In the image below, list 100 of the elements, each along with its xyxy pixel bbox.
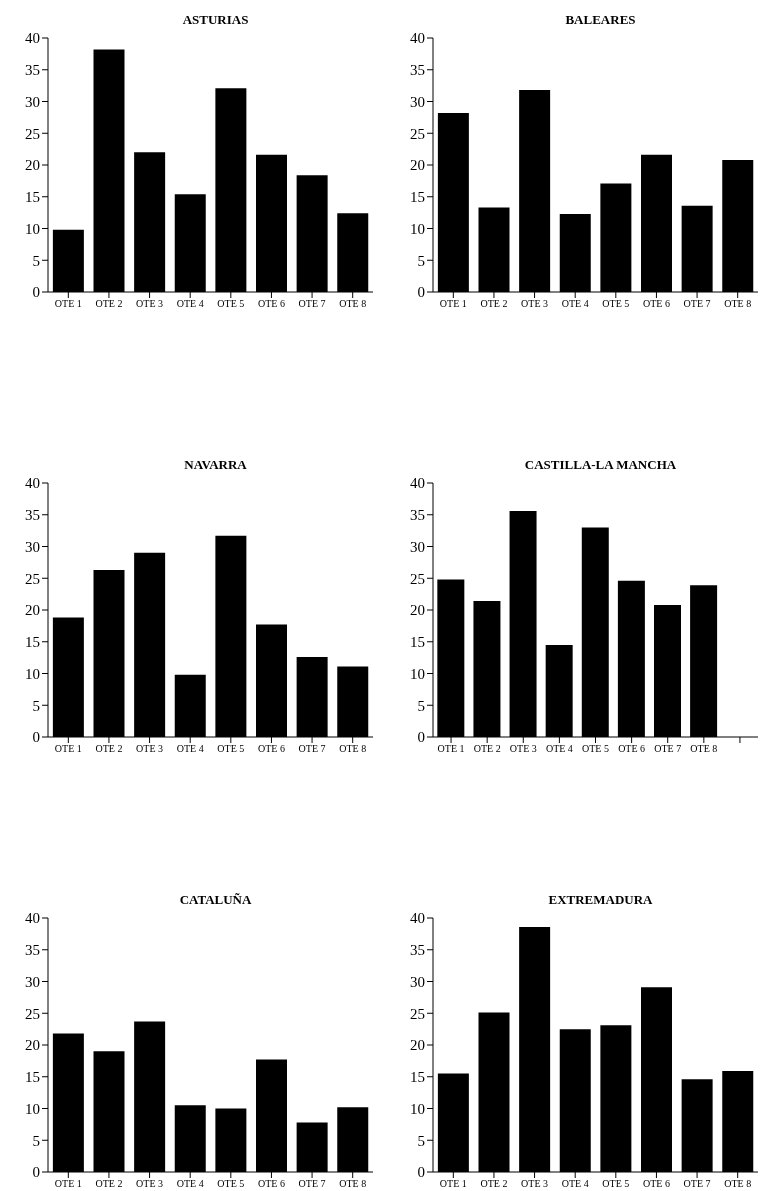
y-tick-label: 20 — [25, 1037, 40, 1054]
x-tick-label: OTE 6 — [618, 743, 646, 755]
x-tick-label: OTE 2 — [95, 298, 123, 310]
x-tick-label: OTE 8 — [724, 1178, 752, 1190]
x-tick-label: OTE 2 — [480, 298, 508, 310]
x-tick-label: OTE 3 — [136, 743, 164, 755]
y-tick-label: 5 — [32, 252, 40, 269]
chart-title: ASTURIAS — [181, 11, 250, 29]
x-tick-label: OTE 7 — [683, 298, 711, 310]
y-tick-label: 30 — [410, 973, 425, 990]
y-tick-label: 35 — [25, 62, 40, 79]
y-tick-label: 30 — [410, 538, 425, 555]
y-tick-label: 15 — [410, 634, 425, 651]
chart-title: BALEARES — [564, 11, 637, 29]
x-tick-label: OTE 1 — [437, 743, 465, 755]
y-tick-label: 35 — [410, 942, 425, 959]
y-tick-label: 20 — [410, 602, 425, 619]
y-tick-label: 15 — [25, 189, 40, 206]
x-tick-label: OTE 5 — [602, 298, 630, 310]
x-tick-label: OTE 8 — [339, 743, 367, 755]
x-tick-label: OTE 3 — [521, 1178, 549, 1190]
y-tick-label: 40 — [410, 910, 425, 927]
x-tick-label: OTE 1 — [54, 298, 82, 310]
x-tick-label: OTE 5 — [582, 743, 609, 755]
y-tick-label: 0 — [32, 284, 40, 301]
x-tick-label: OTE 6 — [642, 1178, 670, 1190]
chart-title: CASTILLA-LA MANCHA — [523, 456, 678, 474]
y-tick-label: 15 — [25, 634, 40, 651]
x-tick-label: OTE 8 — [724, 298, 752, 310]
x-tick-label: OTE 2 — [95, 743, 123, 755]
y-tick-label: 35 — [410, 62, 425, 79]
y-tick-label: 5 — [32, 697, 40, 714]
y-tick-label: 10 — [25, 220, 40, 237]
x-tick-label: OTE 3 — [509, 743, 537, 755]
y-tick-label: 25 — [410, 125, 425, 142]
x-tick-label: OTE 4 — [561, 298, 589, 310]
x-tick-label: OTE 3 — [521, 298, 549, 310]
x-tick-label: OTE 1 — [54, 1178, 82, 1190]
x-tick-label: OTE 1 — [54, 743, 82, 755]
x-tick-label: OTE 4 — [176, 1178, 204, 1190]
y-tick-label: 20 — [25, 602, 40, 619]
y-tick-label: 0 — [417, 284, 425, 301]
x-tick-label: OTE 5 — [602, 1178, 630, 1190]
y-tick-label: 10 — [410, 220, 425, 237]
y-tick-label: 20 — [410, 1037, 425, 1054]
y-tick-label: 35 — [25, 507, 40, 524]
x-tick-label: OTE 7 — [654, 743, 682, 755]
y-tick-label: 40 — [25, 475, 40, 492]
x-tick-label: OTE 4 — [176, 298, 204, 310]
y-tick-label: 25 — [410, 570, 425, 587]
x-tick-label: OTE 1 — [439, 1178, 467, 1190]
x-tick-label: OTE 8 — [339, 1178, 367, 1190]
x-tick-label: OTE 4 — [545, 743, 573, 755]
chart-title: NAVARRA — [183, 456, 248, 474]
x-tick-label: OTE 5 — [217, 298, 245, 310]
y-tick-label: 5 — [417, 697, 425, 714]
y-tick-label: 5 — [417, 1132, 425, 1149]
y-tick-label: 15 — [25, 1069, 40, 1086]
x-tick-label: OTE 5 — [217, 743, 245, 755]
y-tick-label: 20 — [25, 157, 40, 174]
x-tick-label: OTE 6 — [642, 298, 670, 310]
y-tick-label: 25 — [410, 1005, 425, 1022]
chart-title: EXTREMADURA — [547, 891, 654, 909]
y-tick-label: 25 — [25, 1005, 40, 1022]
y-tick-label: 0 — [32, 729, 40, 746]
y-tick-label: 25 — [25, 125, 40, 142]
x-tick-label: OTE 3 — [136, 1178, 164, 1190]
y-tick-label: 15 — [410, 189, 425, 206]
y-tick-label: 35 — [25, 942, 40, 959]
y-tick-label: 40 — [410, 30, 425, 47]
y-tick-label: 5 — [417, 252, 425, 269]
x-tick-label: OTE 8 — [690, 743, 718, 755]
x-tick-label: OTE 6 — [257, 1178, 285, 1190]
y-tick-label: 30 — [25, 973, 40, 990]
x-tick-label: OTE 6 — [257, 298, 285, 310]
x-tick-label: OTE 4 — [561, 1178, 589, 1190]
y-tick-label: 10 — [410, 1100, 425, 1117]
y-tick-label: 15 — [410, 1069, 425, 1086]
x-tick-label: OTE 8 — [339, 298, 367, 310]
x-tick-label: OTE 2 — [480, 1178, 508, 1190]
x-tick-label: OTE 3 — [136, 298, 164, 310]
chart-title: CATALUÑA — [178, 891, 253, 909]
y-tick-label: 10 — [410, 665, 425, 682]
y-tick-label: 10 — [25, 665, 40, 682]
y-tick-label: 20 — [410, 157, 425, 174]
x-tick-label: OTE 7 — [298, 298, 326, 310]
y-tick-label: 25 — [25, 570, 40, 587]
x-tick-label: OTE 2 — [95, 1178, 123, 1190]
y-tick-label: 40 — [25, 910, 40, 927]
x-tick-label: OTE 1 — [439, 298, 467, 310]
y-tick-label: 40 — [410, 475, 425, 492]
y-tick-label: 0 — [32, 1164, 40, 1181]
y-tick-label: 40 — [25, 30, 40, 47]
y-tick-label: 30 — [25, 93, 40, 110]
y-tick-label: 10 — [25, 1100, 40, 1117]
x-tick-label: OTE 5 — [217, 1178, 245, 1190]
x-tick-label: OTE 7 — [298, 1178, 326, 1190]
y-tick-label: 0 — [417, 729, 425, 746]
x-tick-label: OTE 2 — [473, 743, 501, 755]
y-tick-label: 0 — [417, 1164, 425, 1181]
